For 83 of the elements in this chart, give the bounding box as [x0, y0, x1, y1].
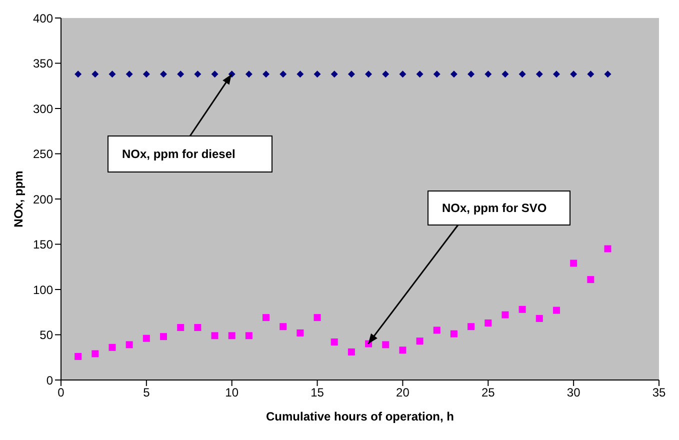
y-tick-label: 50: [40, 328, 54, 342]
point: [468, 323, 475, 330]
y-tick-label: 100: [32, 282, 54, 297]
point: [502, 311, 509, 318]
point: [468, 70, 475, 78]
point: [552, 70, 560, 78]
point: [536, 314, 543, 322]
point: [280, 323, 287, 330]
point: [74, 70, 82, 78]
point: [365, 70, 372, 78]
point: [92, 70, 99, 78]
point: [194, 70, 202, 78]
point: [570, 260, 578, 267]
point: [108, 344, 116, 351]
point: [296, 329, 304, 336]
y-tick-label: 400: [32, 11, 54, 26]
point: [211, 332, 218, 340]
point: [348, 348, 355, 356]
point: [518, 306, 526, 313]
point: [142, 334, 150, 342]
point: [570, 70, 578, 78]
x-tick-label: 20: [396, 386, 410, 400]
point: [502, 70, 509, 78]
point: [433, 70, 440, 78]
point: [126, 70, 133, 78]
point: [348, 70, 355, 78]
point: [416, 338, 424, 345]
point: [450, 330, 458, 338]
point: [314, 314, 321, 322]
point: [194, 324, 202, 332]
point: [262, 70, 270, 78]
point: [536, 70, 543, 78]
point: [262, 314, 270, 322]
point: [211, 70, 218, 78]
x-axis-title: Cumulative hours of operation, h: [266, 410, 454, 424]
point: [399, 70, 406, 78]
point: [484, 70, 492, 78]
y-tick-label: 300: [32, 102, 54, 116]
point: [399, 346, 406, 354]
point: [245, 332, 252, 340]
x-tick-label: 30: [566, 386, 581, 400]
x-tick-label: 15: [310, 386, 324, 400]
x-tick-label: 5: [143, 386, 150, 400]
point: [587, 276, 594, 284]
point: [330, 338, 338, 346]
point: [177, 70, 184, 78]
point: [280, 70, 287, 78]
x-tick-label: 35: [652, 386, 666, 400]
point: [450, 70, 458, 78]
point: [142, 70, 150, 78]
point: [416, 70, 424, 78]
annotation: NOx, ppm for SVO: [442, 201, 547, 215]
point: [126, 341, 133, 348]
point: [604, 245, 612, 252]
point: [160, 70, 168, 78]
point: [518, 70, 526, 78]
y-tick-label: 0: [46, 373, 54, 388]
x-tick-label: 10: [225, 386, 239, 400]
y-tick-label: 350: [32, 56, 54, 71]
y-axis-title: NOx, ppm: [11, 170, 26, 228]
point: [604, 70, 612, 78]
x-tick-label: 25: [481, 386, 496, 400]
point: [108, 70, 116, 78]
point: [314, 70, 321, 78]
point: [92, 350, 99, 358]
point: [74, 352, 82, 360]
y-tick-label: 200: [32, 192, 54, 206]
y-tick-label: 150: [32, 238, 54, 252]
point: [552, 306, 560, 314]
point: [160, 333, 168, 340]
x-tick-label: 0: [58, 386, 65, 400]
point: [382, 70, 390, 78]
point: [296, 70, 304, 78]
point: [587, 70, 594, 78]
point: [177, 324, 184, 332]
point: [330, 70, 338, 78]
y-tick-label: 250: [32, 147, 54, 162]
point: [433, 326, 440, 334]
point: [382, 341, 390, 348]
point: [228, 332, 236, 340]
annotation: NOx, ppm for diesel: [122, 147, 236, 161]
point: [484, 319, 492, 326]
point: [245, 70, 252, 78]
